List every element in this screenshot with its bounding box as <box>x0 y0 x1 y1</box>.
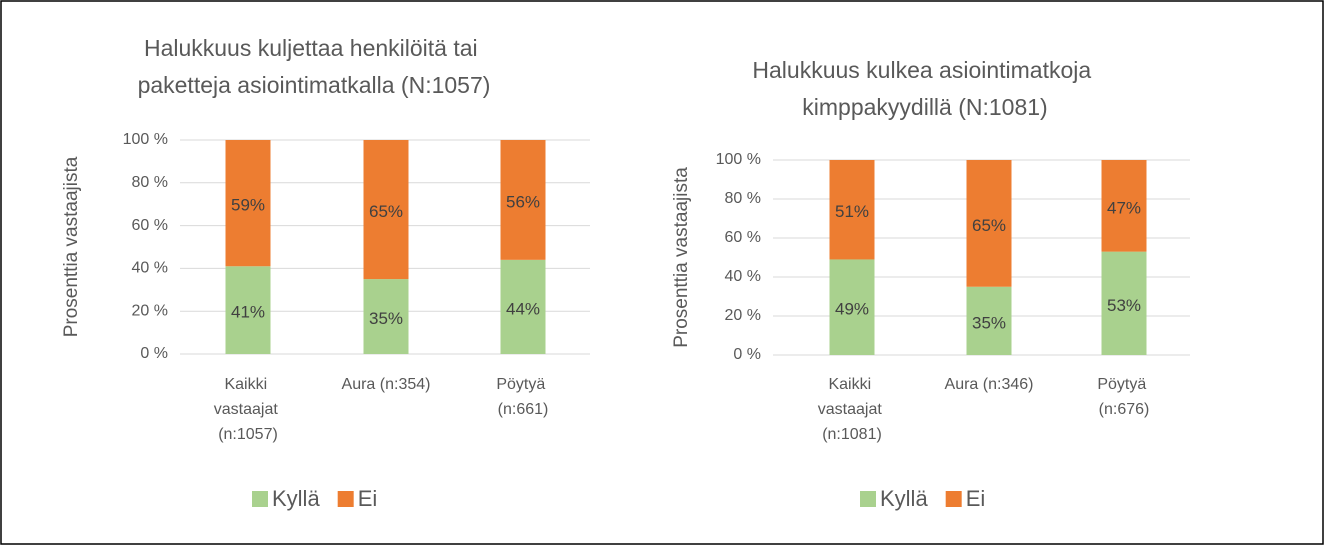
y-tick-label: 100 % <box>716 151 761 168</box>
y-tick-label: 0 % <box>733 346 761 363</box>
data-label: 59% <box>231 196 265 215</box>
data-label: 41% <box>231 303 265 322</box>
x-tick-label: Pöytyä (n:661) <box>496 376 549 418</box>
bar-segment <box>966 286 1012 355</box>
x-tick-label: Kaikki vastaajat (n:1057) <box>214 376 282 443</box>
data-label: 35% <box>972 313 1006 332</box>
data-label: 65% <box>369 202 403 221</box>
chart-title: Halukkuus kuljettaa henkilöitä tai paket… <box>138 35 491 98</box>
data-label: 53% <box>1107 296 1141 315</box>
data-label: 49% <box>835 300 869 319</box>
x-tick-label: Pöytyä (n:676) <box>1097 376 1150 418</box>
bar-segment <box>829 259 875 355</box>
bar-segment <box>225 140 271 267</box>
legend-swatch <box>860 491 876 507</box>
legend-label: Ei <box>358 486 378 511</box>
y-tick-label: 40 % <box>132 260 168 277</box>
legend-label: Kyllä <box>272 486 320 511</box>
data-label: 35% <box>369 309 403 328</box>
bar-segment <box>1101 251 1147 355</box>
data-label: 47% <box>1107 198 1141 217</box>
y-tick-label: 100 % <box>123 131 168 148</box>
y-tick-label: 40 % <box>725 268 761 285</box>
y-tick-label: 60 % <box>132 217 168 234</box>
data-label: 65% <box>972 216 1006 235</box>
bar-segment <box>500 259 546 354</box>
chart-title: Halukkuus kulkea asiointimatkoja kimppak… <box>752 57 1097 120</box>
data-label: 56% <box>506 192 540 211</box>
x-tick-label: Kaikki vastaajat (n:1081) <box>818 376 886 443</box>
legend-label: Ei <box>966 486 986 511</box>
bar-segment <box>829 160 875 260</box>
y-tick-label: 20 % <box>725 307 761 324</box>
x-tick-label: Aura (n:354) <box>342 376 431 393</box>
y-axis-label: Prosenttia vastaajista <box>61 156 82 337</box>
legend-label: Kyllä <box>880 486 928 511</box>
bar-segment <box>500 140 546 260</box>
bar-segment <box>966 160 1012 287</box>
bar-segment <box>225 266 271 354</box>
bar-segment <box>363 140 409 280</box>
legend-swatch <box>337 491 354 507</box>
data-label: 51% <box>835 202 869 221</box>
y-tick-label: 80 % <box>725 190 761 207</box>
y-tick-label: 60 % <box>725 229 761 246</box>
legend-swatch <box>252 491 268 507</box>
bar-segment <box>363 279 409 354</box>
y-tick-label: 20 % <box>132 302 168 319</box>
y-axis-label: Prosenttia vastaajista <box>671 167 692 348</box>
y-tick-label: 0 % <box>140 345 168 362</box>
x-tick-label: Aura (n:346) <box>945 376 1034 393</box>
data-label: 44% <box>506 299 540 318</box>
bar-segment <box>1101 160 1147 252</box>
legend-swatch <box>945 491 962 507</box>
y-tick-label: 80 % <box>132 174 168 191</box>
